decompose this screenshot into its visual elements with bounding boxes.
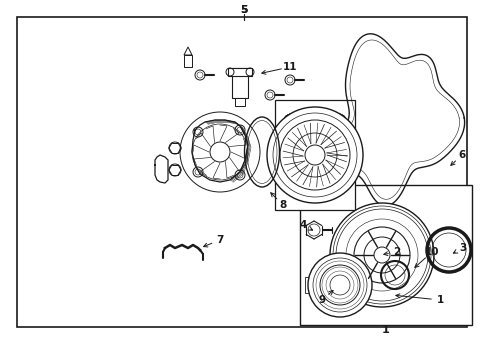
Bar	[227, 68, 251, 76]
Text: 6: 6	[457, 150, 465, 160]
Circle shape	[353, 227, 409, 283]
Text: 4: 4	[299, 220, 306, 230]
Circle shape	[329, 203, 433, 307]
Text: 7: 7	[216, 235, 223, 245]
Circle shape	[307, 253, 371, 317]
Bar	[274, 100, 354, 210]
Text: 3: 3	[458, 243, 466, 253]
Circle shape	[266, 107, 362, 203]
Bar	[305, 277, 374, 293]
Text: 9: 9	[318, 295, 325, 305]
Bar	[17, 17, 466, 327]
Bar	[299, 185, 471, 325]
Text: 8: 8	[279, 200, 286, 210]
Text: 10: 10	[424, 247, 438, 257]
Bar	[231, 68, 247, 98]
Text: 5: 5	[240, 5, 247, 15]
Text: 1: 1	[435, 295, 443, 305]
Bar	[235, 98, 244, 106]
Text: 1: 1	[381, 325, 389, 335]
Text: 2: 2	[392, 247, 400, 257]
Text: 11: 11	[282, 62, 297, 72]
Text: 5: 5	[240, 5, 247, 15]
Bar	[183, 55, 192, 67]
